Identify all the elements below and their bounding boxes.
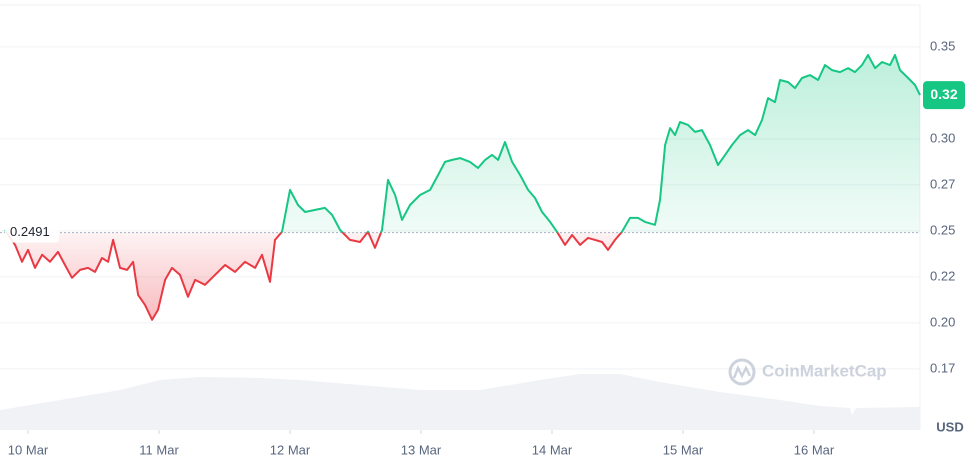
x-tick-label: 11 Mar — [139, 442, 179, 457]
y-tick-label: 0.20 — [930, 314, 955, 329]
price-area — [4, 55, 921, 320]
y-tick-label: 0.27 — [930, 176, 955, 191]
x-tick-label: 12 Mar — [270, 442, 311, 457]
x-tick-label: 10 Mar — [8, 442, 49, 457]
watermark: CoinMarketCap — [728, 358, 887, 386]
y-tick-label: 0.30 — [930, 130, 955, 145]
baseline-label: 0.2491 — [10, 224, 50, 239]
y-tick-label: 0.25 — [930, 222, 955, 237]
x-tick-label: 15 Mar — [663, 442, 704, 457]
price-badge-label: 0.32 — [930, 86, 957, 102]
y-axis-label: USD — [936, 419, 963, 434]
x-tick-label: 14 Mar — [532, 442, 573, 457]
y-tick-label: 0.17 — [930, 360, 955, 375]
price-badge — [923, 81, 965, 110]
baseline-label-bg — [5, 222, 59, 243]
x-tick-label: 16 Mar — [794, 442, 835, 457]
x-tick-label: 13 Mar — [401, 442, 442, 457]
volume-area — [0, 374, 920, 430]
y-tick-label: 0.22 — [930, 268, 955, 283]
y-tick-label: 0.35 — [930, 38, 955, 53]
watermark-text: CoinMarketCap — [762, 361, 887, 380]
price-line — [4, 54, 921, 321]
